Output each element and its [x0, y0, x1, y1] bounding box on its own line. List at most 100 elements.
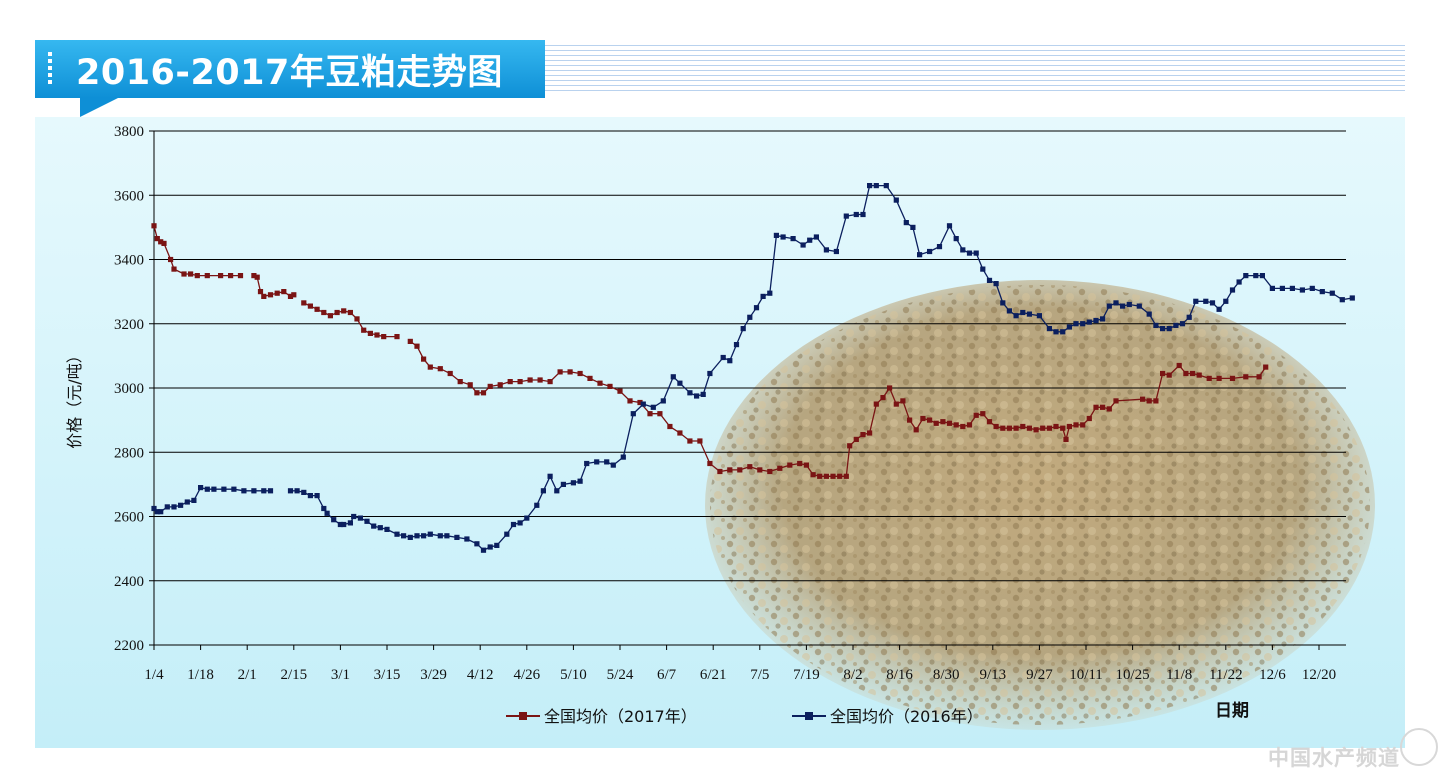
series-1-point-1-40: [570, 480, 576, 486]
series-0-point-3-40: [787, 462, 793, 468]
series-0-point-2-11: [374, 332, 380, 338]
series-0-point-3-9: [480, 390, 487, 396]
series-1-point-1-13: [364, 518, 370, 524]
series-1-point-1-119: [1186, 314, 1192, 320]
series-1-point-1-47: [630, 411, 636, 417]
series-1-point-1-34: [524, 515, 530, 521]
series-1-point-1-14: [371, 523, 377, 529]
series-1: [151, 183, 1355, 553]
series-1-point-1-53: [687, 390, 693, 396]
y-tick-label-4: 3000: [114, 381, 144, 397]
series-1-point-1-120: [1193, 298, 1199, 304]
x-tick-label-8: 4/26: [513, 667, 540, 683]
series-1-point-1-11: [351, 513, 357, 520]
series-0-point-3-38: [767, 468, 773, 475]
legend-label-2017: 全国均价（2017年）: [544, 707, 697, 726]
series-1-point-1-91: [986, 277, 993, 283]
series-1-point-1-44: [604, 459, 610, 465]
series-1-point-1-48: [640, 401, 646, 407]
x-tick-label-5: 3/15: [374, 667, 401, 683]
series-1-point-1-66: [780, 234, 786, 240]
series-1-point-1-57: [720, 354, 726, 361]
series-1-point-1-116: [1166, 326, 1172, 332]
series-0-point-3-54: [880, 395, 886, 401]
series-1-point-1-137: [1339, 297, 1345, 303]
series-0-point-3-99: [1196, 372, 1202, 378]
series-1-point-1-2: [301, 489, 307, 495]
series-0-point-3-7: [467, 382, 473, 388]
series-1-point-1-31: [504, 531, 510, 537]
series-1-point-1-86: [953, 236, 959, 242]
series-1-point-1-114: [1153, 322, 1159, 328]
y-tick-label-5: 3200: [114, 317, 144, 333]
series-1-point-1-33: [517, 520, 523, 526]
series-1-point-1-85: [946, 223, 953, 229]
series-0-point-3-73: [1006, 425, 1012, 431]
series-0-point-2-2: [314, 306, 320, 312]
legend-marker-2017: [519, 712, 527, 720]
series-0-point-3-2: [421, 356, 427, 362]
series-1-point-1-1: [294, 488, 300, 494]
series-0-point-3-71: [993, 423, 999, 430]
series-0-point-1-7: [287, 293, 294, 299]
series-1-point-1-67: [790, 236, 796, 242]
series-0-point-2-0: [301, 300, 307, 306]
series-0-point-3-93: [1153, 398, 1159, 404]
series-0-point-3-96: [1176, 362, 1182, 369]
series-0-point-3-19: [577, 370, 583, 377]
series-0-point-3-46: [830, 473, 836, 479]
series-0-point-3-0: [407, 338, 413, 344]
x-tick-label-7: 4/12: [467, 667, 494, 683]
series-0-point-0-8: [194, 273, 200, 279]
series-1-point-1-52: [677, 380, 683, 386]
series-0-point-3-81: [1060, 425, 1066, 431]
series-1-point-1-41: [577, 478, 583, 484]
series-1-point-1-136: [1329, 290, 1335, 296]
series-1-point-1-97: [1026, 311, 1032, 317]
series-0-point-3-57: [900, 398, 906, 404]
series-0-point-3-1: [414, 343, 420, 349]
series-0-point-3-105: [1263, 364, 1269, 370]
series-0-point-3-30: [687, 438, 693, 444]
series-1-point-0-1: [154, 509, 160, 515]
watermark: 中国水产频道: [1268, 746, 1400, 770]
series-0-point-0-3: [161, 240, 167, 246]
series-1-point-1-111: [1126, 301, 1132, 308]
series-0-point-3-62: [933, 420, 939, 426]
series-1-point-1-77: [873, 183, 879, 189]
series-1-point-1-108: [1106, 303, 1112, 309]
series-1-point-1-35: [534, 502, 540, 508]
x-axis-ticks: 1/4 1/18 2/1 2/15 3/1 3/15 3/29 4/12 4/26 5/10 5/2…: [144, 645, 1336, 683]
series-1-point-1-106: [1093, 317, 1099, 324]
series-0-point-3-4: [437, 366, 443, 372]
series-1-point-1-98: [1036, 313, 1042, 319]
series-1-point-1-84: [936, 244, 943, 250]
series-0-point-3-50: [853, 436, 859, 442]
series-0-point-2-10: [367, 330, 373, 336]
series-0-point-2-13: [394, 334, 400, 340]
series-0-point-1-4: [267, 292, 274, 298]
series-0-point-0-5: [171, 266, 177, 272]
series-0-point-3-42: [803, 462, 809, 468]
series-0-point-3-98: [1189, 370, 1196, 377]
series-1-point-0-15: [261, 488, 267, 494]
series-0-point-3-5: [447, 370, 453, 377]
series-1-point-1-129: [1259, 273, 1265, 279]
x-tick-label-10: 5/24: [607, 667, 634, 683]
series-1-point-1-107: [1100, 316, 1106, 322]
series-1-point-1-124: [1223, 298, 1229, 304]
series-0-point-3-90: [1113, 398, 1119, 404]
x-tick-label-1: 1/18: [187, 667, 214, 683]
series-0-point-3-39: [777, 465, 783, 471]
series-0-point-3-86: [1086, 415, 1092, 422]
series-1-point-1-99: [1046, 326, 1052, 332]
series-1-point-1-8: [337, 521, 343, 528]
series-1-point-1-110: [1120, 303, 1126, 309]
series-0-point-3-69: [980, 411, 986, 417]
y-tick-label-2: 2600: [114, 510, 144, 526]
y-tick-label-0: 2200: [114, 638, 144, 654]
series-1-point-1-122: [1209, 300, 1216, 306]
gridlines: [154, 130, 1346, 582]
x-tick-label-16: 8/16: [886, 667, 913, 683]
series-1-point-0-11: [221, 486, 227, 492]
